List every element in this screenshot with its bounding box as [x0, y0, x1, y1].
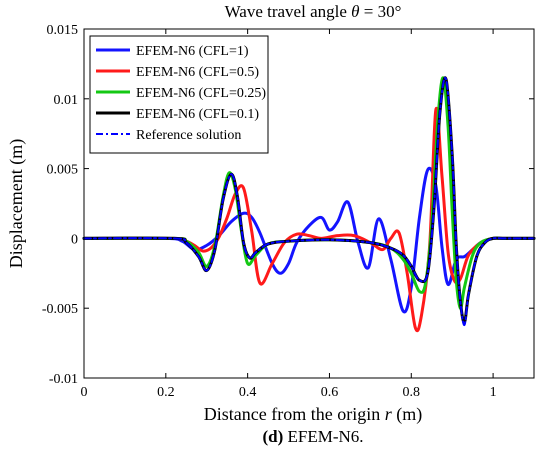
y-tick-label: -0.005: [42, 302, 78, 317]
x-tick-label: 0: [81, 385, 88, 400]
x-axis-label: Distance from the origin r (m): [204, 404, 422, 425]
legend-entry: EFEM-N6 (CFL=0.5): [136, 65, 259, 80]
legend-entry: EFEM-N6 (CFL=1): [136, 44, 249, 59]
series-line-2: [82, 106, 536, 333]
series-group: [82, 76, 536, 333]
title-symbol: θ: [351, 2, 359, 21]
legend-entry: EFEM-N6 (CFL=0.1): [136, 107, 259, 122]
y-tick-label: -0.01: [49, 372, 78, 387]
caption-label: (d): [262, 427, 283, 446]
y-tick-label: 0: [71, 232, 78, 247]
legend-entry: EFEM-N6 (CFL=0.25): [136, 86, 266, 101]
xlabel-symbol: r: [385, 404, 393, 424]
legend-entry: Reference solution: [136, 128, 241, 143]
x-tick-label: 0.4: [239, 385, 257, 400]
legend: EFEM-N6 (CFL=1) EFEM-N6 (CFL=0.5) EFEM-N6 …: [89, 35, 269, 154]
y-tick-label: 0.01: [54, 93, 79, 108]
x-tick-label: 0.2: [157, 385, 175, 400]
caption-text: EFEM-N6.: [283, 427, 363, 446]
ticks-group: 0 0.2 0.4 0.6 0.8 1 -0.01 -0.005 0 0.005 0.01 0.015: [42, 23, 534, 400]
x-tick-label: 0.6: [321, 385, 339, 400]
xlabel-suffix: (m): [392, 404, 423, 425]
title-suffix: = 30°: [360, 2, 402, 21]
figure-caption: (d) EFEM-N6.: [262, 427, 363, 446]
legend-box: [89, 35, 269, 154]
plot-frame: [83, 28, 535, 379]
x-tick-label: 0.8: [403, 385, 421, 400]
xlabel-prefix: Distance from the origin: [204, 404, 385, 424]
y-axis-label: Displacement (m): [6, 139, 27, 268]
x-tick-label: 1: [490, 385, 497, 400]
y-tick-label: 0.005: [47, 163, 79, 178]
title-prefix: Wave travel angle: [225, 2, 352, 21]
series-line-5: [83, 76, 535, 326]
y-tick-label: 0.015: [47, 23, 79, 38]
chart-title: Wave travel angle θ = 30°: [225, 2, 402, 21]
